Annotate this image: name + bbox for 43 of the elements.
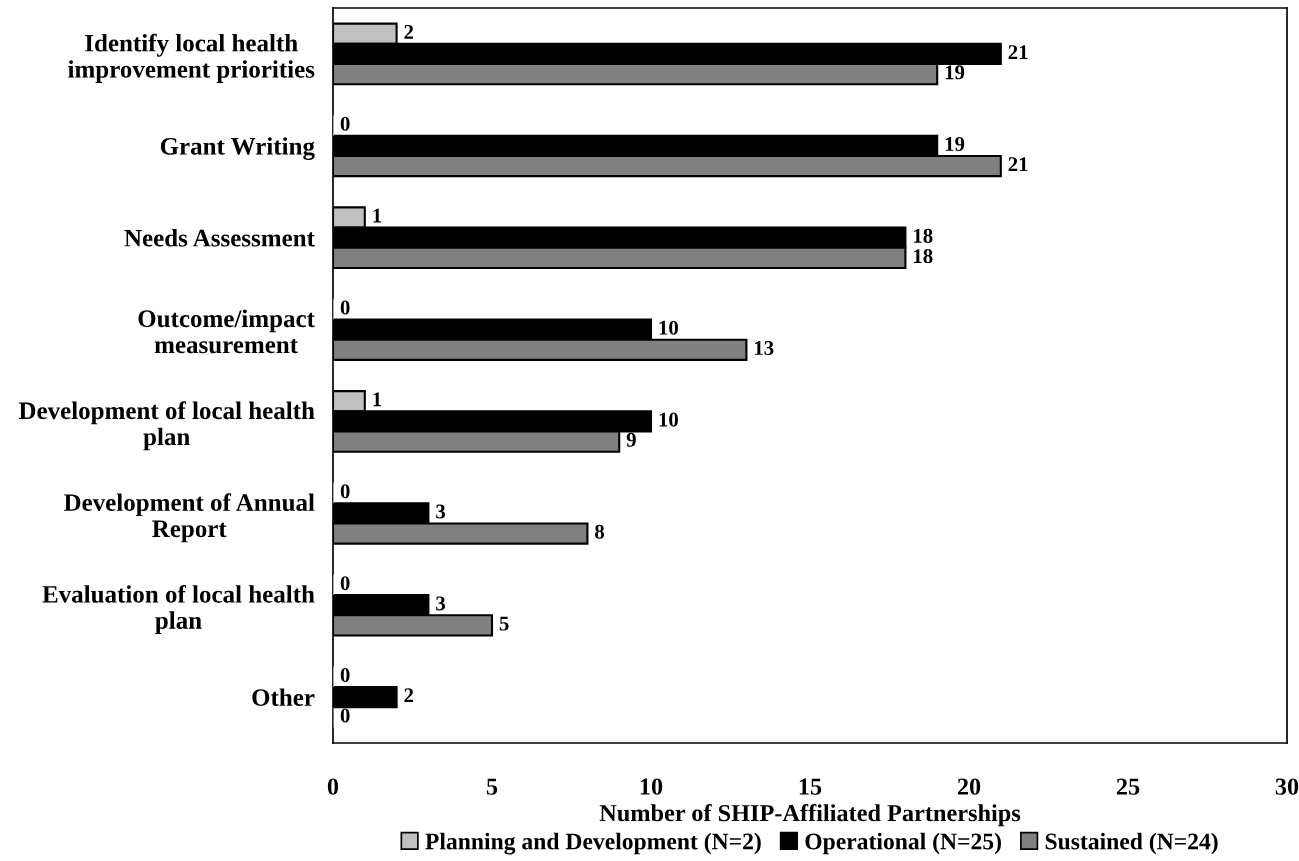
data-label: 0 [340, 484, 350, 499]
data-label: 3 [436, 504, 446, 519]
data-label: 8 [595, 524, 605, 539]
y-tick-label: Development of Annual Report [63, 493, 315, 543]
x-axis-title: Number of SHIP-Affiliated Partnerships [599, 803, 1021, 827]
data-label: 18 [914, 228, 933, 243]
data-label: 21 [1008, 45, 1028, 59]
x-tick-label: 20 [957, 778, 981, 795]
x-tick-label: 15 [799, 778, 822, 795]
data-label: 18 [914, 249, 933, 264]
y-tick-label: Grant Writing [160, 137, 315, 161]
data-label: 19 [945, 65, 965, 80]
x-tick-label: 0 [327, 778, 339, 795]
data-label: 0 [340, 300, 350, 315]
y-tick-label: Development of local health plan [18, 401, 315, 451]
y-tick-label: Evaluation of local health plan [42, 584, 315, 634]
y-tick-label: Identify local health improvement priorities [68, 33, 315, 83]
data-label: 2 [404, 24, 414, 39]
data-label: 1 [373, 392, 382, 407]
data-label: 2 [404, 688, 414, 703]
x-tick-label: 30 [1275, 778, 1299, 795]
data-label: 0 [340, 668, 350, 683]
x-tick-label: 10 [640, 778, 663, 795]
legend-label: Planning and Development (N=2) [425, 832, 761, 855]
x-tick-label: 25 [1116, 778, 1140, 795]
y-tick-label: Outcome/impact measurement [138, 309, 315, 354]
data-label: 0 [340, 576, 350, 591]
legend-label: Operational (N=25) [805, 832, 1001, 855]
x-tick-label: 5 [486, 778, 498, 795]
data-label: 10 [659, 412, 678, 427]
data-label: 0 [340, 708, 350, 723]
data-label: 0 [340, 116, 350, 131]
data-label: 13 [755, 340, 774, 355]
data-label: 3 [436, 596, 446, 611]
data-label: 19 [945, 137, 965, 152]
data-label: 9 [626, 432, 636, 447]
y-tick-label: Needs Assessment [124, 229, 315, 247]
data-label: 21 [1008, 157, 1028, 172]
y-tick-label: Other [252, 688, 315, 706]
legend-label: Sustained (N=24) [1045, 832, 1218, 855]
data-label: 1 [373, 208, 382, 223]
data-label: 5 [499, 616, 509, 631]
data-label: 10 [659, 320, 678, 335]
